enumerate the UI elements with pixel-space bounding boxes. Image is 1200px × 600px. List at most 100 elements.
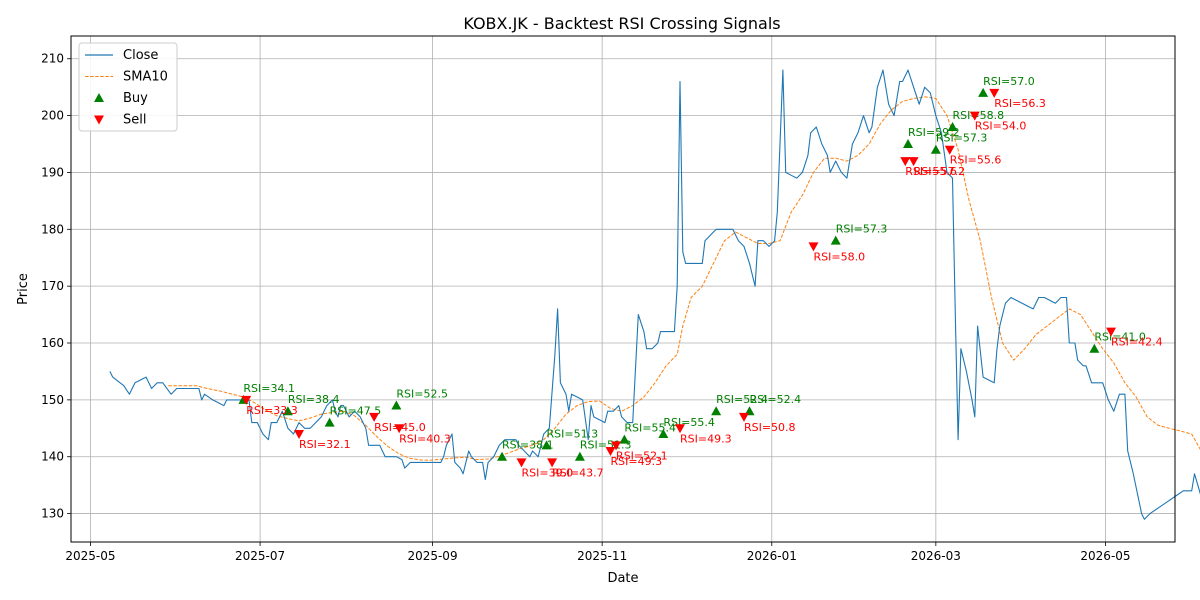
buy-marker xyxy=(930,144,941,154)
y-tick-label: 190 xyxy=(41,165,64,179)
sell-marker xyxy=(294,429,305,439)
sell-label: RSI=56.3 xyxy=(994,97,1046,110)
buy-label: RSI=59.2 xyxy=(908,126,960,139)
buy-label: RSI=34.1 xyxy=(243,382,295,395)
buy-marker xyxy=(282,406,293,416)
sell-marker xyxy=(989,88,1000,98)
buy-label: RSI=55.4 xyxy=(663,416,715,429)
buy-marker xyxy=(947,121,958,131)
chart-title: KOBX.JK - Backtest RSI Crossing Signals xyxy=(463,14,780,33)
sell-marker xyxy=(969,111,980,121)
x-tick-label: 2025-05 xyxy=(65,549,115,563)
legend-label: Buy xyxy=(123,91,148,106)
x-axis-label: Date xyxy=(607,571,638,586)
sell-marker xyxy=(605,447,616,457)
x-tick-label: 2025-11 xyxy=(577,549,627,563)
buy-label: RSI=57.3 xyxy=(836,223,888,236)
legend-sell-swatch xyxy=(94,115,104,125)
buy-label: RSI=38.1 xyxy=(502,439,554,452)
x-tick-label: 2026-05 xyxy=(1080,549,1130,563)
buy-label: RSI=51.3 xyxy=(547,427,599,440)
sell-marker xyxy=(369,412,380,422)
plot-area xyxy=(70,35,1176,543)
buy-marker xyxy=(619,434,630,444)
sell-label: RSI=42.4 xyxy=(1111,336,1163,349)
legend-label: Close xyxy=(123,48,158,63)
y-tick-label: 160 xyxy=(41,336,64,350)
sell-marker xyxy=(394,424,405,434)
sell-marker xyxy=(808,242,819,252)
buy-label: RSI=52.4 xyxy=(716,393,768,406)
buy-marker xyxy=(324,417,335,427)
x-tick-label: 2026-01 xyxy=(747,549,797,563)
y-tick-label: 210 xyxy=(41,52,64,66)
sell-label: RSI=40.3 xyxy=(399,432,451,445)
sell-label: RSI=58.0 xyxy=(813,250,865,263)
sell-label: RSI=55.6 xyxy=(950,154,1002,167)
legend-label: SMA10 xyxy=(123,70,168,85)
sell-marker xyxy=(738,412,749,422)
buy-marker xyxy=(574,451,585,461)
buy-marker xyxy=(711,406,722,416)
y-axis-label: Price xyxy=(16,273,31,305)
sell-marker xyxy=(547,458,558,468)
buy-label: RSI=41.0 xyxy=(1094,331,1146,344)
buy-label: RSI=52.4 xyxy=(750,393,802,406)
sell-marker xyxy=(908,157,919,167)
sma10-line-layer xyxy=(168,96,1200,461)
sell-marker xyxy=(675,424,686,434)
buy-marker xyxy=(391,400,402,410)
buy-label: RSI=57.0 xyxy=(983,75,1035,88)
sell-label: RSI=39.0 xyxy=(521,466,573,479)
sell-label: RSI=33.3 xyxy=(246,404,298,417)
y-tick-label: 130 xyxy=(41,507,64,521)
sell-label: RSI=49.3 xyxy=(610,455,662,468)
y-tick-label: 140 xyxy=(41,450,64,464)
sell-label: RSI=50.8 xyxy=(744,421,796,434)
y-tick-label: 170 xyxy=(41,279,64,293)
buy-marker xyxy=(541,440,552,450)
close-line-layer xyxy=(109,69,1200,520)
sell-label: RSI=54.0 xyxy=(975,120,1027,133)
x-tick-label: 2026-03 xyxy=(911,549,961,563)
sell-marker xyxy=(900,157,911,167)
sell-label: RSI=55.6 xyxy=(905,165,957,178)
sell-label: RSI=57.2 xyxy=(914,165,966,178)
sma10-line xyxy=(168,96,1200,461)
buy-marker xyxy=(903,139,914,149)
legend-box xyxy=(78,42,178,132)
x-axis: 2025-05 2025-07 2025-09 2025-11 2026-01 2026-… xyxy=(65,542,1131,563)
legend: Close SMA10 Buy Sell xyxy=(78,42,178,132)
sell-marker xyxy=(1106,327,1117,337)
buy-marker xyxy=(497,451,508,461)
legend-label: Sell xyxy=(123,113,146,128)
buy-label: RSI=47.5 xyxy=(330,405,382,418)
buy-label: RSI=52.5 xyxy=(396,388,448,401)
buy-label: RSI=57.3 xyxy=(936,132,988,145)
buy-marker xyxy=(978,87,989,97)
buy-marker xyxy=(1089,343,1100,353)
legend-buy-swatch xyxy=(94,93,104,102)
sell-label: RSI=43.7 xyxy=(552,466,604,479)
y-tick-label: 180 xyxy=(41,222,64,236)
x-tick-label: 2025-07 xyxy=(235,549,285,563)
y-axis: 130 140 150 160 170 180 190 200 210 xyxy=(41,52,71,521)
buy-marker xyxy=(658,428,669,438)
buy-marker xyxy=(830,235,841,245)
y-tick-label: 150 xyxy=(41,393,64,407)
sell-marker xyxy=(241,395,252,405)
sell-label: RSI=52.1 xyxy=(616,449,668,462)
grid xyxy=(71,36,1175,542)
close-line xyxy=(109,69,1200,520)
sell-label: RSI=49.3 xyxy=(680,432,732,445)
sell-label: RSI=32.1 xyxy=(299,438,351,451)
sell-marker xyxy=(944,145,955,155)
x-tick-label: 2025-09 xyxy=(407,549,457,563)
y-tick-label: 200 xyxy=(41,109,64,123)
sell-marker xyxy=(611,441,622,451)
sell-marker xyxy=(516,458,527,468)
buy-label: RSI=38.4 xyxy=(288,393,340,406)
